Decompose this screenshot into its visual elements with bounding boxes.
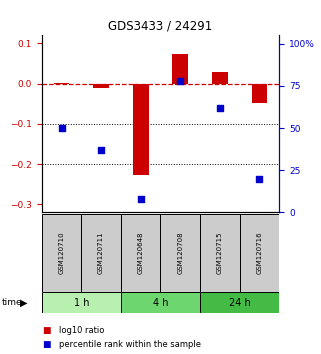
Bar: [160, 214, 200, 292]
Bar: [81, 214, 121, 292]
Text: 4 h: 4 h: [153, 298, 168, 308]
Text: log10 ratio: log10 ratio: [59, 326, 105, 336]
Text: GSM120716: GSM120716: [256, 232, 263, 274]
Bar: [121, 214, 160, 292]
Text: ■: ■: [42, 339, 50, 349]
Text: GSM120711: GSM120711: [98, 232, 104, 274]
Bar: [240, 214, 279, 292]
Bar: [252, 84, 267, 103]
Bar: [200, 214, 240, 292]
Point: [99, 147, 104, 153]
Point: [59, 125, 64, 131]
Title: GDS3433 / 24291: GDS3433 / 24291: [108, 20, 213, 33]
Bar: [133, 84, 149, 175]
Point: [178, 78, 183, 84]
Text: GSM120708: GSM120708: [177, 232, 183, 274]
Bar: [42, 214, 81, 292]
Text: time: time: [2, 298, 22, 307]
Bar: [54, 83, 69, 84]
Bar: [200, 292, 279, 313]
Point: [217, 105, 222, 111]
Text: percentile rank within the sample: percentile rank within the sample: [59, 339, 201, 349]
Text: ■: ■: [42, 326, 50, 336]
Bar: [172, 53, 188, 84]
Text: 1 h: 1 h: [74, 298, 89, 308]
Text: ▶: ▶: [20, 298, 28, 308]
Point: [138, 196, 143, 202]
Bar: [93, 84, 109, 88]
Text: GSM120715: GSM120715: [217, 232, 223, 274]
Bar: [212, 72, 228, 84]
Bar: [42, 292, 121, 313]
Text: GSM120648: GSM120648: [138, 232, 144, 274]
Text: GSM120710: GSM120710: [58, 232, 65, 274]
Point: [257, 176, 262, 182]
Bar: [121, 292, 200, 313]
Text: 24 h: 24 h: [229, 298, 251, 308]
